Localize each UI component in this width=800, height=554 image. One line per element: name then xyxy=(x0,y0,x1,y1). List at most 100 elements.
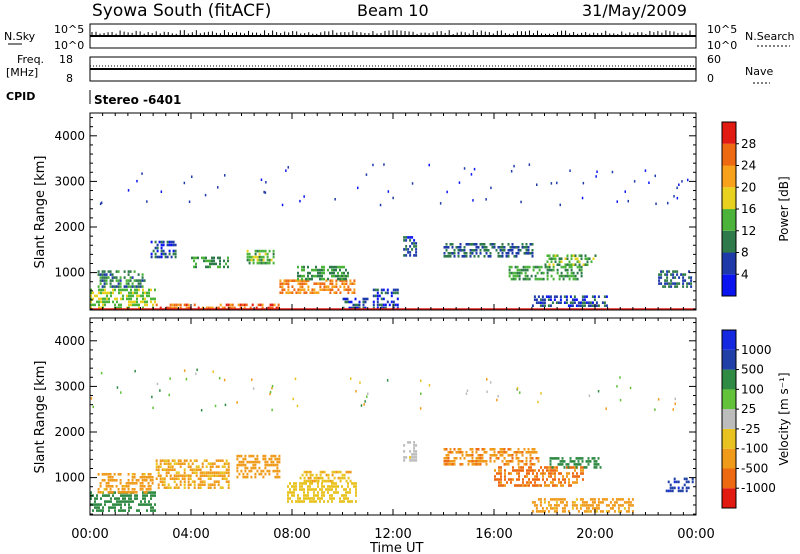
data-cell xyxy=(249,259,251,262)
data-cell xyxy=(668,490,670,493)
data-cell xyxy=(289,279,291,282)
data-cell xyxy=(337,275,339,278)
data-cell xyxy=(498,469,500,472)
data-cell xyxy=(260,473,262,476)
data-cell xyxy=(313,491,315,494)
data-cell xyxy=(171,256,173,259)
data-cell xyxy=(554,298,556,301)
data-cell xyxy=(335,266,337,269)
data-cell xyxy=(568,466,570,469)
data-cell xyxy=(559,278,561,281)
data-cell xyxy=(112,301,114,304)
data-cell xyxy=(202,483,204,486)
data-cell xyxy=(108,500,110,503)
data-cell xyxy=(530,252,532,255)
data-cell xyxy=(180,474,182,477)
data-cell xyxy=(666,276,668,279)
y-tick-label: 3000 xyxy=(54,379,85,393)
data-cell xyxy=(482,457,484,460)
data-cell xyxy=(262,304,264,307)
data-cell xyxy=(347,301,349,304)
data-cell xyxy=(564,301,566,304)
data-cell xyxy=(212,483,214,486)
data-cell xyxy=(586,295,588,298)
scatter-cell xyxy=(191,176,193,179)
data-cell xyxy=(311,488,313,491)
data-cell xyxy=(517,269,519,272)
data-cell xyxy=(544,472,546,475)
data-cell xyxy=(100,482,102,485)
data-cell xyxy=(343,288,345,291)
data-cell xyxy=(293,279,295,282)
data-cell xyxy=(563,275,565,278)
data-cell xyxy=(532,304,534,307)
data-cell xyxy=(516,252,518,255)
data-cell xyxy=(674,487,676,490)
data-cell xyxy=(108,482,110,485)
data-cell xyxy=(249,256,251,259)
data-cell xyxy=(140,282,142,285)
data-cell xyxy=(210,486,212,489)
scatter-cell xyxy=(253,387,255,390)
data-cell xyxy=(337,288,339,291)
data-cell xyxy=(517,266,519,269)
data-cell xyxy=(460,246,462,249)
data-cell xyxy=(409,236,411,239)
data-cell xyxy=(316,477,318,480)
data-cell xyxy=(525,278,527,281)
data-cell xyxy=(100,491,102,494)
data-cell xyxy=(307,288,309,291)
data-cell xyxy=(333,485,335,488)
data-cell xyxy=(403,450,405,453)
data-cell xyxy=(523,278,525,281)
data-cell xyxy=(180,462,182,465)
data-cell xyxy=(500,246,502,249)
data-cell xyxy=(586,507,588,510)
data-cell xyxy=(573,263,575,266)
data-cell xyxy=(212,474,214,477)
data-cell xyxy=(472,454,474,457)
data-cell xyxy=(323,494,325,497)
data-cell xyxy=(291,485,293,488)
data-cell xyxy=(132,285,134,288)
data-cell xyxy=(247,256,249,259)
data-cell xyxy=(552,457,554,460)
scatter-cell xyxy=(490,381,492,384)
data-cell xyxy=(528,249,530,252)
scatter-cell xyxy=(675,403,677,406)
data-cell xyxy=(126,285,128,288)
data-cell xyxy=(335,482,337,485)
data-cell xyxy=(397,292,399,295)
data-cell xyxy=(160,459,162,462)
data-cell xyxy=(206,465,208,468)
data-cell xyxy=(164,486,166,489)
data-cell xyxy=(534,484,536,487)
data-cell xyxy=(618,504,620,507)
data-cell xyxy=(476,463,478,466)
data-cell xyxy=(326,474,328,477)
scatter-cell xyxy=(215,405,217,408)
scatter-cell xyxy=(361,404,363,407)
data-cell xyxy=(517,272,519,275)
data-cell xyxy=(343,275,345,278)
data-cell xyxy=(319,285,321,288)
data-cell xyxy=(454,249,456,252)
data-cell xyxy=(332,471,334,474)
data-cell xyxy=(175,244,177,247)
data-cell xyxy=(270,461,272,464)
data-cell xyxy=(534,451,536,454)
data-cell xyxy=(551,257,553,260)
data-cell xyxy=(506,481,508,484)
data-cell xyxy=(150,298,152,301)
data-cell xyxy=(267,256,269,259)
data-cell xyxy=(138,509,140,512)
data-cell xyxy=(508,478,510,481)
data-cell xyxy=(138,304,140,307)
data-cell xyxy=(148,500,150,503)
data-cell xyxy=(596,510,598,513)
scatter-cell xyxy=(619,376,621,379)
data-cell xyxy=(506,252,508,255)
data-cell xyxy=(405,254,407,257)
data-cell xyxy=(572,475,574,478)
data-cell xyxy=(335,285,337,288)
